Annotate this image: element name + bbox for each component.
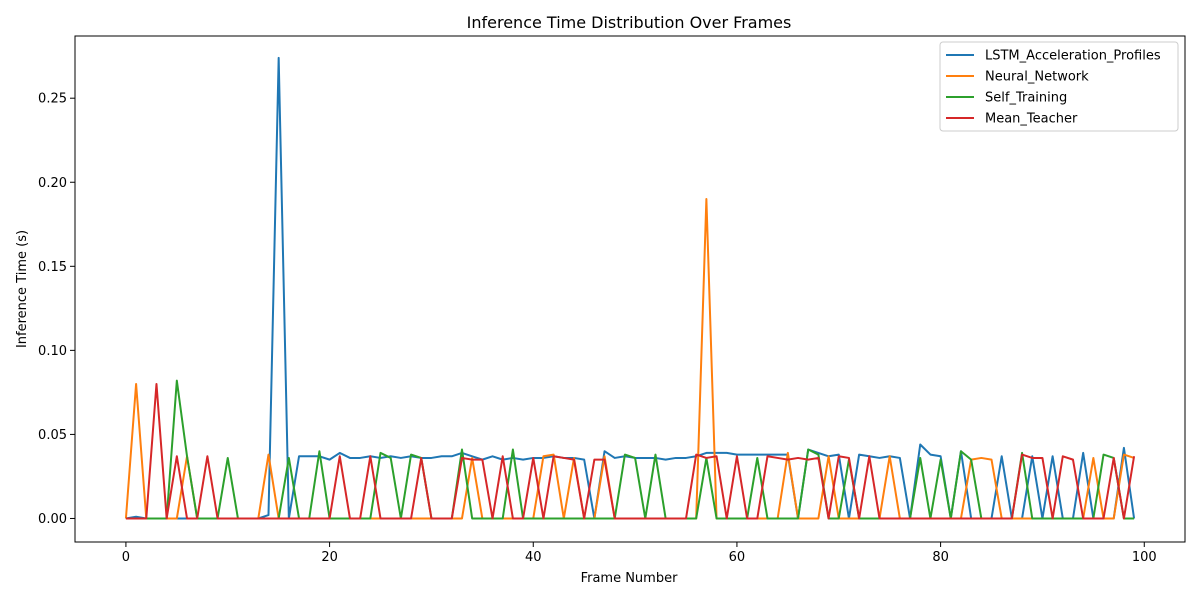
- legend-label: Neural_Network: [985, 70, 1089, 85]
- y-tick-label: 0.20: [38, 176, 67, 191]
- chart-title: Inference Time Distribution Over Frames: [467, 13, 792, 32]
- x-axis-ticks: 0 20 40 60 80 100: [122, 542, 1157, 565]
- legend-label: Mean_Teacher: [985, 112, 1078, 127]
- x-tick-label: 40: [525, 550, 542, 565]
- x-tick-label: 100: [1132, 550, 1157, 565]
- legend-label: LSTM_Acceleration_Profiles: [985, 49, 1161, 64]
- x-tick-label: 20: [321, 550, 338, 565]
- series-lines: [124, 56, 1136, 520]
- y-tick-label: 0.15: [38, 260, 67, 275]
- y-axis-label: Inference Time (s): [15, 230, 30, 348]
- legend-frame: [939, 41, 1179, 132]
- legend-label: Self_Training: [985, 91, 1067, 106]
- y-tick-label: 0.00: [38, 512, 67, 527]
- legend: LSTM_Acceleration_Profiles Neural_Network…: [939, 41, 1179, 132]
- y-tick-label: 0.10: [38, 344, 67, 359]
- legend-items: LSTM_Acceleration_Profiles Neural_Network…: [946, 49, 1161, 127]
- x-tick-label: 80: [932, 550, 949, 565]
- x-tick-label: 0: [122, 550, 130, 565]
- y-axis-ticks: 0.00 0.05 0.10 0.15 0.20 0.25: [38, 92, 75, 527]
- x-axis-label: Frame Number: [581, 571, 679, 586]
- series-line-self-training: [125, 379, 1135, 520]
- series-line-mean-teacher: [125, 382, 1136, 520]
- x-tick-label: 60: [729, 550, 746, 565]
- y-tick-label: 0.25: [38, 92, 67, 107]
- y-tick-label: 0.05: [38, 428, 67, 443]
- plot-frame: [74, 35, 1186, 543]
- plot-area: [74, 35, 1186, 543]
